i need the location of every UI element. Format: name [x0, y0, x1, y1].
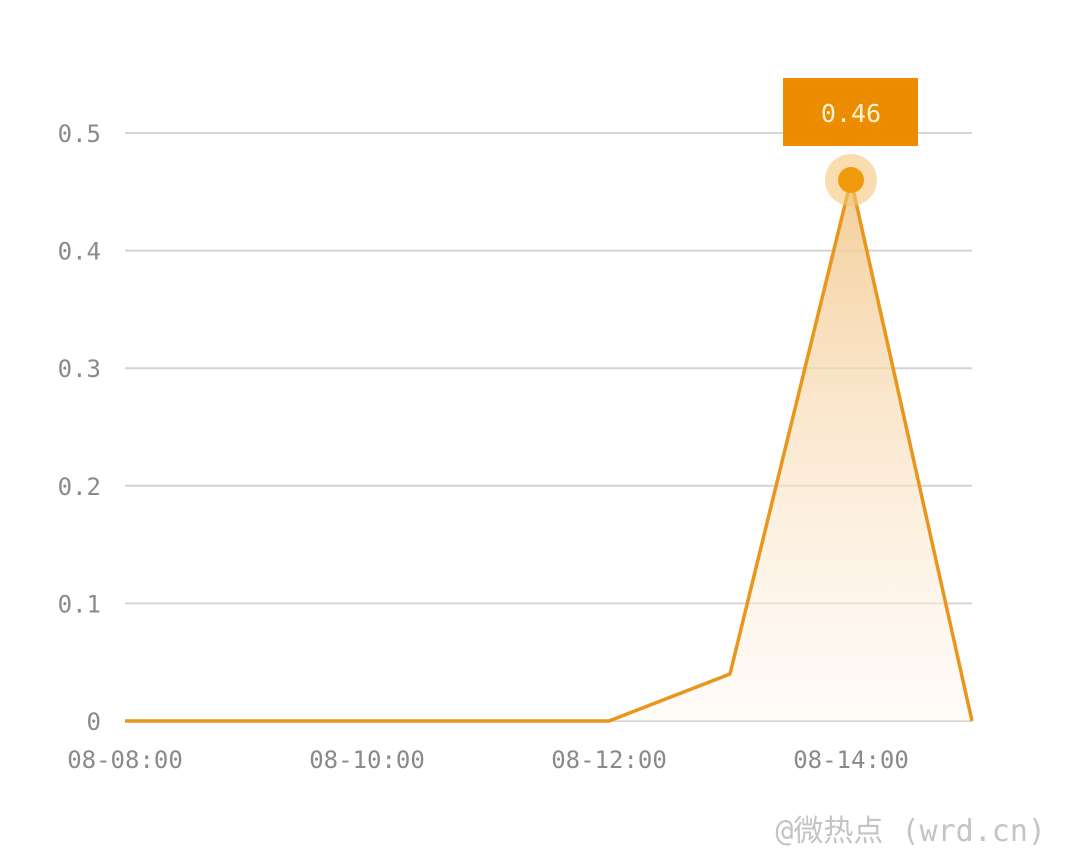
tooltip-value: 0.46 — [821, 99, 881, 128]
tooltip-box — [783, 78, 918, 146]
y-tick-label: 0.2 — [58, 473, 101, 501]
y-tick-label: 0.4 — [58, 238, 101, 266]
area-fill — [125, 180, 972, 722]
y-tick-label: 0.5 — [58, 120, 101, 148]
x-tick-label: 08-12:00 — [551, 746, 667, 774]
y-tick-label: 0 — [87, 708, 101, 736]
series-line — [125, 178, 974, 723]
x-tick-label: 08-10:00 — [309, 746, 425, 774]
x-tick-label: 08-08:00 — [67, 746, 183, 774]
highlight-point — [838, 167, 864, 194]
x-tick-label: 08-14:00 — [793, 746, 909, 774]
watermark: @微热点 (wrd.cn) — [775, 814, 1046, 849]
y-tick-label: 0.3 — [58, 355, 101, 383]
y-tick-label: 0.1 — [58, 590, 101, 618]
